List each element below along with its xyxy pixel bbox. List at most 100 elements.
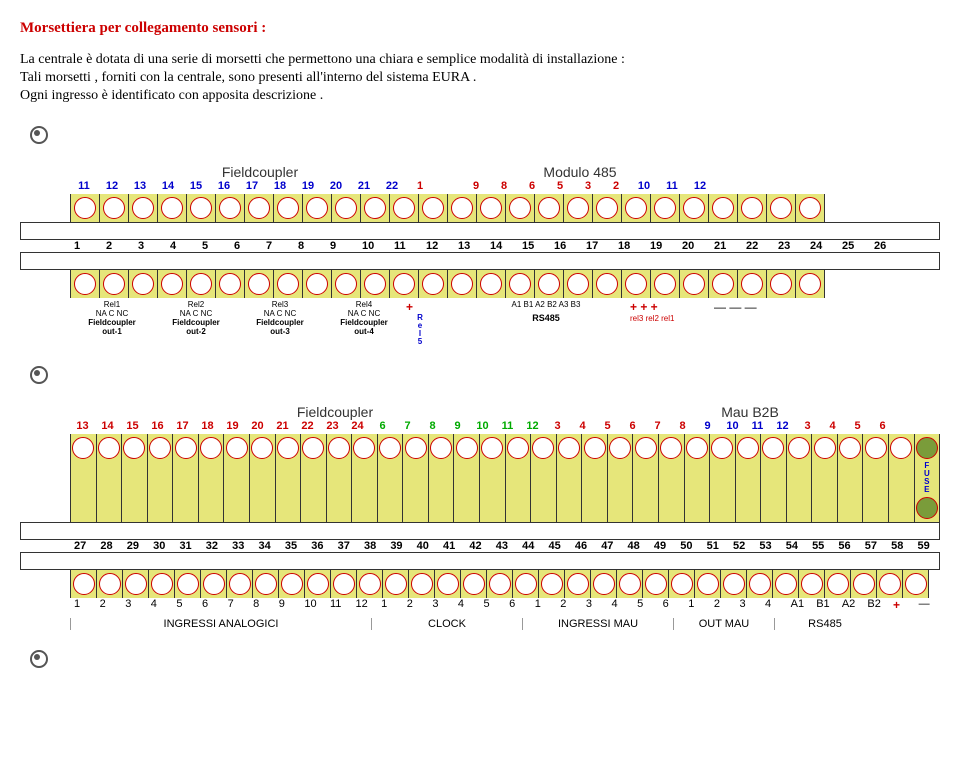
- terminal: [786, 434, 812, 522]
- terminal: [534, 270, 563, 298]
- section-label: OUT MAU: [673, 618, 774, 630]
- header-fieldcoupler: Fieldcoupler: [70, 404, 600, 420]
- terminal: [273, 194, 302, 222]
- terminal: [850, 570, 876, 598]
- terminal: [694, 570, 720, 598]
- terminal: [592, 270, 621, 298]
- terminal: [128, 270, 157, 298]
- terminal: [530, 434, 556, 522]
- terminal: [581, 434, 607, 522]
- terminal: [326, 434, 352, 522]
- terminal: [128, 194, 157, 222]
- section-label: RS485: [774, 618, 875, 630]
- terminal: [824, 570, 850, 598]
- radio-icon: [30, 126, 48, 144]
- terminal: [650, 270, 679, 298]
- terminal: [679, 270, 708, 298]
- diagram-2: Fieldcoupler Mau B2B 1314151617181920212…: [20, 404, 940, 630]
- terminal: [563, 194, 592, 222]
- terminal: [534, 194, 563, 222]
- terminal: [460, 570, 486, 598]
- terminal: [876, 570, 902, 598]
- terminal: [428, 434, 454, 522]
- section-label: INGRESSI MAU: [522, 618, 673, 630]
- terminal: [331, 194, 360, 222]
- terminal: [99, 270, 128, 298]
- terminal: [476, 270, 505, 298]
- terminal: [538, 570, 564, 598]
- terminal: [273, 270, 302, 298]
- terminal: [200, 570, 226, 598]
- terminal: [556, 434, 582, 522]
- terminal: [447, 270, 476, 298]
- terminal: [479, 434, 505, 522]
- terminal: [244, 270, 273, 298]
- terminal: [590, 570, 616, 598]
- diagram-1: Fieldcoupler Modulo 485 1112131415161718…: [20, 164, 940, 346]
- terminal: [96, 570, 122, 598]
- terminal: [70, 570, 96, 598]
- terminal: [668, 570, 694, 598]
- section-label: INGRESSI ANALOGICI: [70, 618, 371, 630]
- terminal: [360, 270, 389, 298]
- terminal: [607, 434, 633, 522]
- terminal: [122, 570, 148, 598]
- terminal: [453, 434, 479, 522]
- intro-text: La centrale è dotata di una serie di mor…: [20, 51, 940, 106]
- terminal: [650, 194, 679, 222]
- terminal: [709, 434, 735, 522]
- terminal: [223, 434, 249, 522]
- terminal: [360, 194, 389, 222]
- terminal: [186, 270, 215, 298]
- terminal: [766, 194, 795, 222]
- header-fieldcoupler: Fieldcoupler: [70, 164, 450, 180]
- terminal: [157, 194, 186, 222]
- terminal: [642, 570, 668, 598]
- terminal: [70, 194, 99, 222]
- terminal: [377, 434, 403, 522]
- din-rail: [20, 252, 940, 270]
- terminal: [121, 434, 147, 522]
- terminal: [679, 194, 708, 222]
- terminal: [811, 434, 837, 522]
- radio-icon: [30, 366, 48, 384]
- terminal: [351, 434, 377, 522]
- terminal: [563, 270, 592, 298]
- terminal: [760, 434, 786, 522]
- terminal: [148, 570, 174, 598]
- terminal: [888, 434, 914, 522]
- din-rail: [20, 222, 940, 240]
- din-rail: [20, 522, 940, 540]
- terminal: [226, 570, 252, 598]
- terminal: [772, 570, 798, 598]
- page-title: Morsettiera per collegamento sensori :: [20, 20, 940, 37]
- terminal: [215, 194, 244, 222]
- header-modulo485: Modulo 485: [450, 164, 710, 180]
- terminal: [862, 434, 888, 522]
- terminal: [249, 434, 275, 522]
- terminal: [505, 434, 531, 522]
- terminal: [512, 570, 538, 598]
- terminal: [708, 194, 737, 222]
- terminal: [616, 570, 642, 598]
- terminal: [658, 434, 684, 522]
- header-mau: Mau B2B: [600, 404, 900, 420]
- terminal: [70, 434, 96, 522]
- terminal: [302, 194, 331, 222]
- terminal: [382, 570, 408, 598]
- terminal: [592, 194, 621, 222]
- terminal: [505, 270, 534, 298]
- terminal: [621, 194, 650, 222]
- terminal: [720, 570, 746, 598]
- terminal: [708, 270, 737, 298]
- terminal: [795, 270, 825, 298]
- terminal: [356, 570, 382, 598]
- terminal: [252, 570, 278, 598]
- terminal: [434, 570, 460, 598]
- terminal: [157, 270, 186, 298]
- terminal: [621, 270, 650, 298]
- terminal: [737, 270, 766, 298]
- terminal: [684, 434, 710, 522]
- terminal: [632, 434, 658, 522]
- terminal: [902, 570, 929, 598]
